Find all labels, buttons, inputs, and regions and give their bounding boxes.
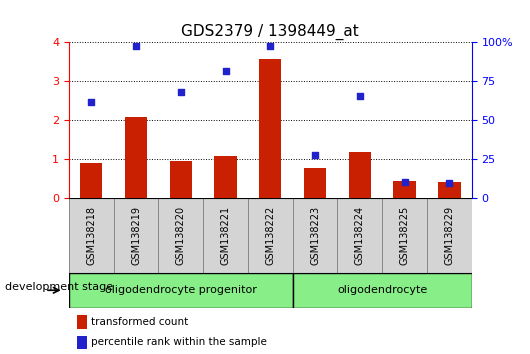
Bar	[125, 117, 147, 198]
Bar	[293, 198, 338, 273]
Bar	[77, 336, 87, 349]
Text: GSM138225: GSM138225	[400, 206, 410, 265]
Text: GSM138223: GSM138223	[310, 206, 320, 265]
Bar	[304, 168, 326, 198]
Bar	[293, 273, 472, 308]
Point	[132, 44, 140, 49]
Bar	[214, 156, 237, 198]
Text: oligodendrocyte: oligodendrocyte	[337, 285, 427, 295]
Bar	[203, 198, 248, 273]
Bar	[427, 198, 472, 273]
Text: GSM138221: GSM138221	[220, 206, 231, 265]
Bar	[80, 163, 102, 198]
Bar	[77, 315, 87, 329]
Text: GSM138220: GSM138220	[176, 206, 186, 265]
Text: GSM138222: GSM138222	[266, 206, 275, 265]
Bar	[158, 198, 203, 273]
Bar	[438, 182, 461, 198]
Text: percentile rank within the sample: percentile rank within the sample	[91, 337, 267, 348]
Text: oligodendrocyte progenitor: oligodendrocyte progenitor	[105, 285, 257, 295]
Bar	[259, 59, 281, 198]
Point	[266, 43, 275, 48]
Bar	[382, 198, 427, 273]
Bar	[113, 198, 158, 273]
Text: GSM138219: GSM138219	[131, 206, 141, 265]
Text: development stage: development stage	[5, 282, 113, 292]
Point	[356, 93, 364, 99]
Text: GSM138229: GSM138229	[444, 206, 454, 265]
Point	[445, 181, 454, 186]
Bar	[349, 152, 371, 198]
Title: GDS2379 / 1398449_at: GDS2379 / 1398449_at	[181, 23, 359, 40]
Text: GSM138224: GSM138224	[355, 206, 365, 265]
Point	[222, 68, 230, 73]
Bar	[393, 181, 416, 198]
Point	[176, 90, 185, 95]
Bar	[170, 161, 192, 198]
Bar	[248, 198, 293, 273]
Text: transformed count: transformed count	[91, 317, 188, 327]
Point	[311, 152, 319, 158]
Text: GSM138218: GSM138218	[86, 206, 96, 265]
Point	[87, 99, 95, 104]
Point	[400, 179, 409, 185]
Bar	[69, 273, 293, 308]
Bar	[69, 198, 113, 273]
Bar	[338, 198, 382, 273]
